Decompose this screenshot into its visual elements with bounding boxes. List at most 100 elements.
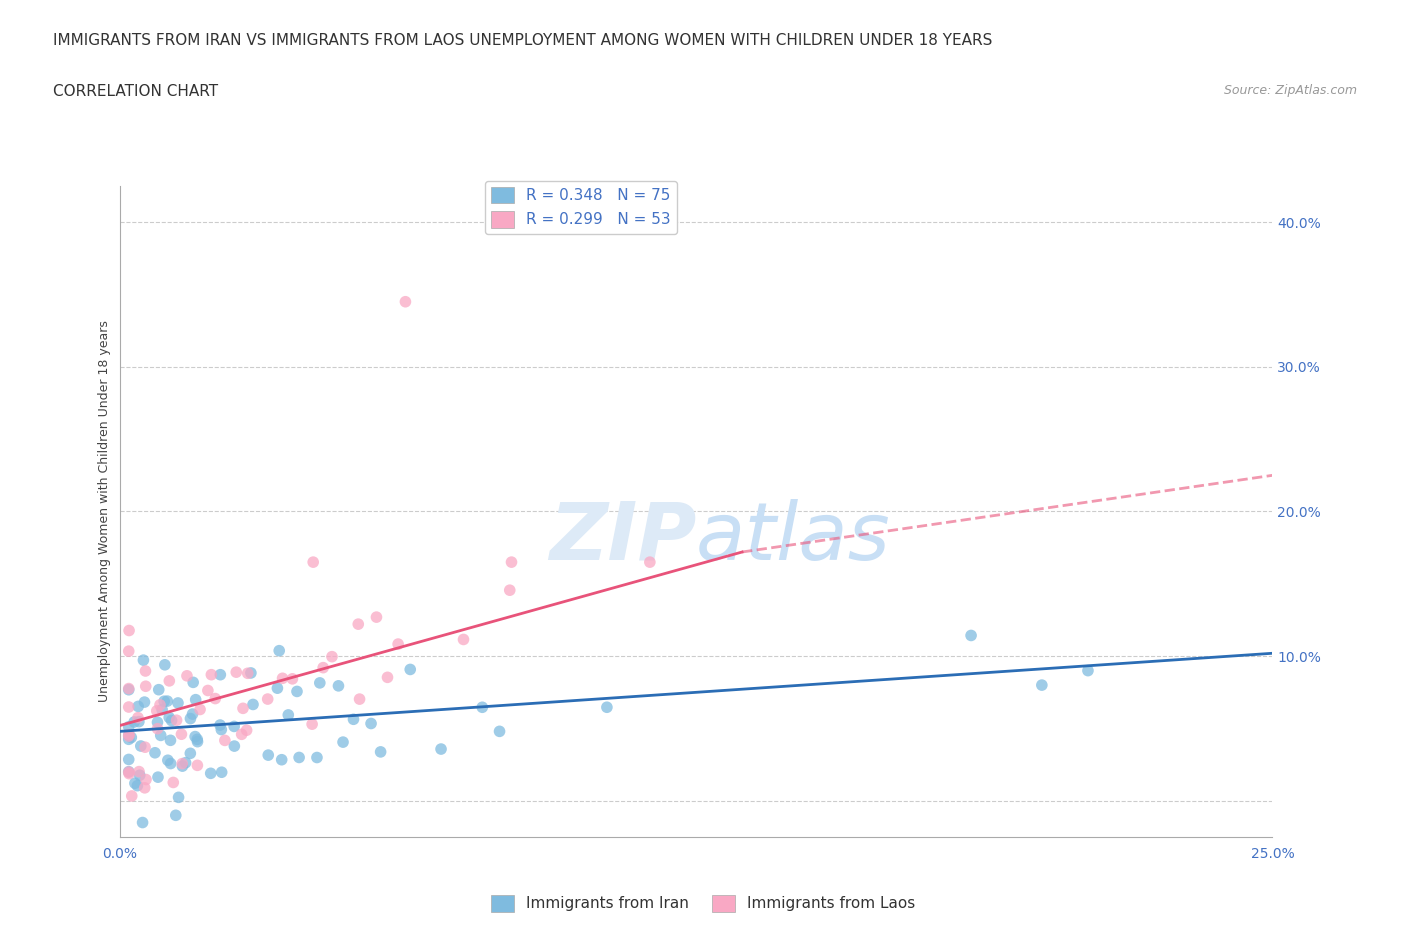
- Point: [174, 755, 197, 770]
- Legend: R = 0.348   N = 75, R = 0.299   N = 53: R = 0.348 N = 75, R = 0.299 N = 53: [485, 180, 676, 233]
- Point: [270, 752, 292, 767]
- Point: [394, 294, 416, 309]
- Point: [347, 617, 370, 631]
- Point: [121, 789, 143, 804]
- Point: [302, 554, 325, 569]
- Point: [188, 702, 211, 717]
- Point: [200, 766, 222, 781]
- Point: [328, 678, 350, 693]
- Point: [135, 772, 157, 787]
- Point: [453, 632, 475, 647]
- Point: [204, 691, 226, 706]
- Point: [197, 683, 219, 698]
- Point: [135, 679, 157, 694]
- Point: [134, 695, 156, 710]
- Point: [157, 673, 180, 688]
- Point: [179, 746, 201, 761]
- Point: [156, 752, 179, 767]
- Point: [129, 738, 152, 753]
- Point: [209, 718, 232, 733]
- Point: [181, 675, 204, 690]
- Point: [118, 764, 141, 779]
- Point: [184, 692, 207, 707]
- Point: [1077, 663, 1099, 678]
- Point: [118, 732, 141, 747]
- Legend: Immigrants from Iran, Immigrants from Laos: Immigrants from Iran, Immigrants from La…: [485, 889, 921, 918]
- Point: [225, 665, 247, 680]
- Point: [118, 699, 141, 714]
- Point: [149, 728, 172, 743]
- Point: [127, 778, 149, 793]
- Point: [149, 698, 172, 712]
- Point: [118, 683, 141, 698]
- Point: [148, 683, 170, 698]
- Point: [399, 662, 422, 677]
- Point: [301, 717, 323, 732]
- Text: atlas: atlas: [696, 498, 891, 577]
- Text: CORRELATION CHART: CORRELATION CHART: [53, 84, 218, 99]
- Point: [349, 692, 371, 707]
- Point: [165, 808, 187, 823]
- Point: [305, 751, 328, 765]
- Point: [134, 664, 156, 679]
- Text: Source: ZipAtlas.com: Source: ZipAtlas.com: [1223, 84, 1357, 97]
- Point: [159, 733, 181, 748]
- Point: [257, 748, 280, 763]
- Point: [960, 628, 983, 643]
- Point: [118, 623, 141, 638]
- Point: [256, 692, 278, 707]
- Point: [342, 711, 364, 726]
- Point: [170, 726, 193, 741]
- Point: [266, 681, 288, 696]
- Point: [143, 745, 166, 760]
- Point: [232, 701, 254, 716]
- Point: [118, 752, 141, 767]
- Point: [271, 671, 294, 685]
- Point: [321, 649, 343, 664]
- Point: [156, 694, 179, 709]
- Point: [377, 670, 399, 684]
- Point: [360, 716, 382, 731]
- Point: [277, 708, 299, 723]
- Point: [281, 671, 304, 686]
- Point: [236, 666, 259, 681]
- Point: [488, 724, 510, 738]
- Point: [596, 699, 619, 714]
- Point: [172, 756, 194, 771]
- Y-axis label: Unemployment Among Women with Children Under 18 years: Unemployment Among Women with Children U…: [98, 321, 111, 702]
- Point: [471, 700, 494, 715]
- Point: [181, 707, 204, 722]
- Point: [209, 722, 232, 737]
- Text: ZIP: ZIP: [548, 498, 696, 577]
- Point: [186, 732, 208, 747]
- Point: [269, 644, 291, 658]
- Point: [146, 715, 169, 730]
- Point: [235, 723, 257, 737]
- Point: [332, 735, 354, 750]
- Point: [239, 666, 262, 681]
- Point: [209, 667, 232, 682]
- Point: [430, 741, 453, 756]
- Point: [132, 653, 155, 668]
- Point: [118, 720, 141, 735]
- Point: [153, 658, 176, 672]
- Point: [285, 684, 308, 698]
- Point: [118, 644, 141, 658]
- Point: [288, 750, 311, 764]
- Point: [120, 730, 142, 745]
- Point: [153, 694, 176, 709]
- Point: [167, 790, 190, 804]
- Point: [200, 667, 222, 682]
- Point: [186, 734, 208, 749]
- Point: [224, 738, 246, 753]
- Point: [499, 583, 522, 598]
- Point: [128, 764, 150, 779]
- Point: [1031, 678, 1053, 693]
- Point: [370, 744, 392, 759]
- Point: [128, 714, 150, 729]
- Point: [167, 696, 190, 711]
- Point: [157, 710, 180, 724]
- Point: [308, 675, 330, 690]
- Point: [146, 770, 169, 785]
- Point: [118, 766, 141, 781]
